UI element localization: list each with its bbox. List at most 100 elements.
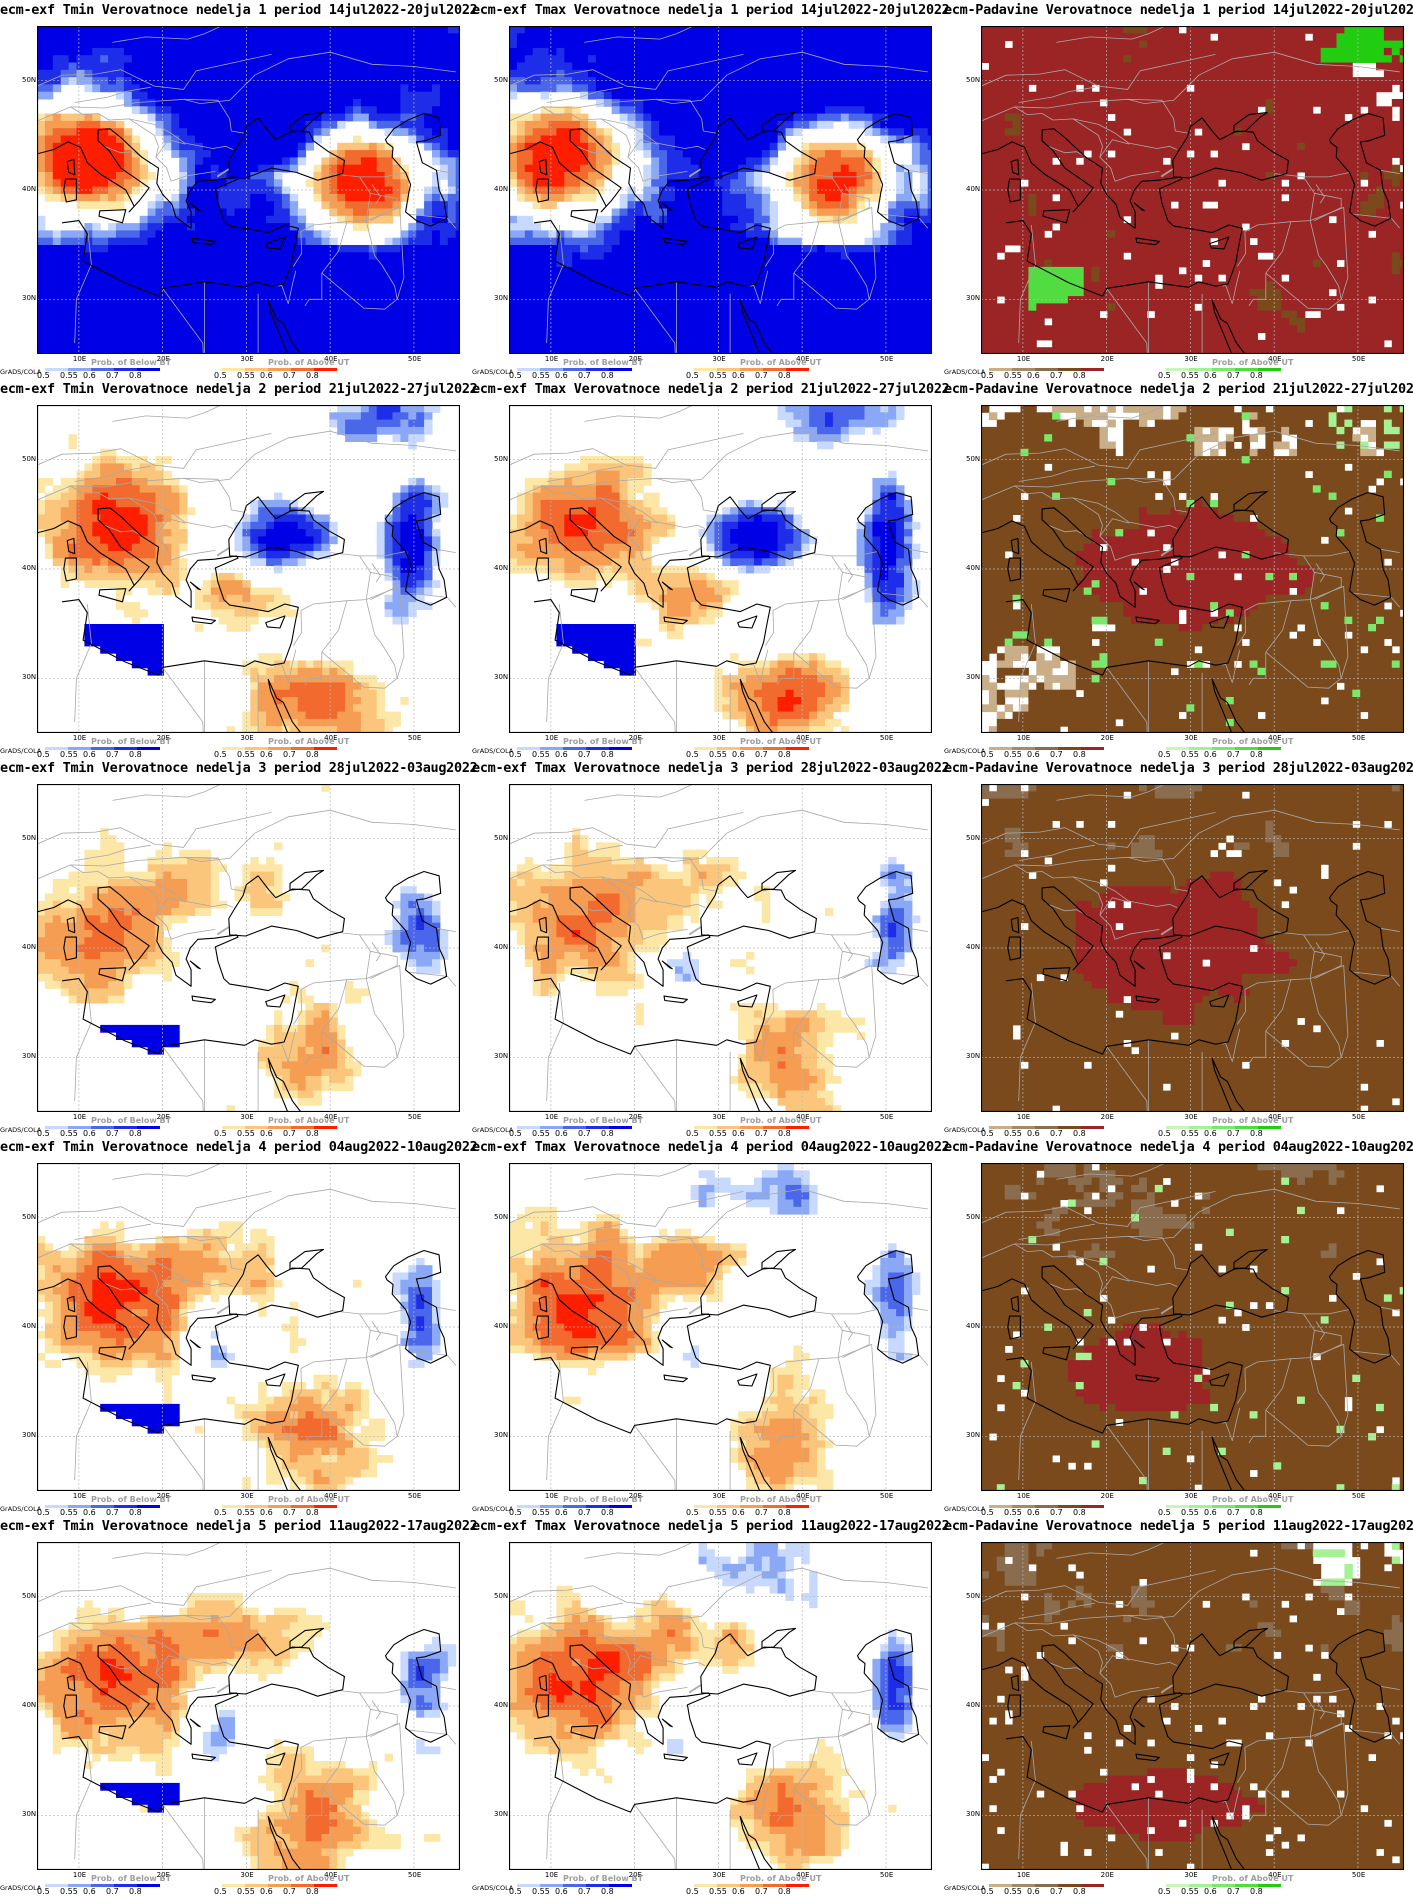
panel-title: ecm-exf Tmin Verovatnoce nedelja 5 perio…	[0, 1518, 470, 1534]
probability-map	[37, 1163, 460, 1491]
longitude-label: 50E	[1352, 1492, 1365, 1500]
probability-cells	[981, 784, 1404, 1112]
colorbar-title: Prob. of Above UT	[740, 1874, 821, 1883]
colorbar-title: Prob. of Above UT	[740, 358, 821, 367]
latitude-label: 50N	[22, 1592, 36, 1600]
forecast-panel-precip-week-2: ecm-Padavine Verovatnoce nedelja 2 perio…	[944, 379, 1413, 758]
panel-title: ecm-exf Tmin Verovatnoce nedelja 4 perio…	[0, 1139, 470, 1155]
forecast-panel-precip-week-1: ecm-Padavine Verovatnoce nedelja 1 perio…	[944, 0, 1413, 379]
longitude-label: 50E	[880, 1871, 893, 1879]
grads-credit: GrADS/COLA	[0, 747, 41, 755]
latitude-label: 50N	[494, 1213, 508, 1221]
probability-map	[981, 26, 1404, 354]
probability-cells	[509, 828, 920, 1112]
forecast-panel-precip-week-4: ecm-Padavine Verovatnoce nedelja 4 perio…	[944, 1137, 1413, 1516]
probability-map	[981, 405, 1404, 733]
latitude-label: 30N	[966, 1052, 980, 1060]
forecast-panel-tmax-week-1: ecm-exf Tmax Verovatnoce nedelja 1 perio…	[472, 0, 942, 379]
probability-map	[981, 784, 1404, 1112]
panel-title: ecm-Padavine Verovatnoce nedelja 2 perio…	[944, 381, 1413, 397]
colorbar-title: Prob. of Above UT	[268, 1874, 349, 1883]
longitude-label: 50E	[880, 734, 893, 742]
latitude-label: 40N	[494, 185, 508, 193]
latitude-label: 50N	[494, 76, 508, 84]
latitude-label: 30N	[22, 1810, 36, 1818]
grads-credit: GrADS/COLA	[944, 368, 985, 376]
forecast-panel-tmin-week-4: ecm-exf Tmin Verovatnoce nedelja 4 perio…	[0, 1137, 470, 1516]
probability-map	[37, 405, 460, 733]
colorbar-title: Prob. of Above UT	[1212, 1116, 1293, 1125]
latitude-label: 40N	[22, 564, 36, 572]
colorbar-title: Prob. of Below BT	[91, 1495, 171, 1504]
probability-cells	[981, 405, 1404, 733]
latitude-label: 30N	[966, 294, 980, 302]
latitude-label: 50N	[22, 455, 36, 463]
latitude-label: 30N	[494, 294, 508, 302]
longitude-label: 50E	[880, 1492, 893, 1500]
forecast-panel-tmin-week-3: ecm-exf Tmin Verovatnoce nedelja 3 perio…	[0, 758, 470, 1137]
longitude-label: 50E	[1352, 355, 1365, 363]
latitude-label: 40N	[966, 564, 980, 572]
probability-map	[509, 405, 932, 733]
colorbar-title: Prob. of Below BT	[563, 737, 643, 746]
probability-map	[509, 1163, 932, 1491]
probability-cells	[37, 1221, 440, 1491]
latitude-label: 30N	[966, 1810, 980, 1818]
latitude-label: 50N	[494, 1592, 508, 1600]
latitude-label: 40N	[966, 185, 980, 193]
latitude-label: 40N	[22, 1322, 36, 1330]
colorbar-title: Prob. of Above UT	[268, 737, 349, 746]
latitude-label: 30N	[22, 1052, 36, 1060]
latitude-label: 50N	[22, 834, 36, 842]
panel-title: ecm-exf Tmin Verovatnoce nedelja 3 perio…	[0, 760, 470, 776]
latitude-label: 40N	[494, 1322, 508, 1330]
latitude-label: 40N	[966, 1322, 980, 1330]
panel-title: ecm-Padavine Verovatnoce nedelja 3 perio…	[944, 760, 1413, 776]
grads-credit: GrADS/COLA	[944, 747, 985, 755]
colorbar-title: Prob. of Above UT	[1212, 1495, 1293, 1504]
latitude-label: 40N	[494, 564, 508, 572]
panel-title: ecm-exf Tmax Verovatnoce nedelja 3 perio…	[472, 760, 942, 776]
longitude-label: 50E	[880, 355, 893, 363]
longitude-label: 50E	[1352, 734, 1365, 742]
probability-map	[509, 784, 932, 1112]
latitude-label: 50N	[494, 834, 508, 842]
probability-map	[509, 1542, 932, 1870]
longitude-label: 50E	[1352, 1871, 1365, 1879]
panel-title: ecm-exf Tmax Verovatnoce nedelja 5 perio…	[472, 1518, 942, 1534]
panel-title: ecm-exf Tmax Verovatnoce nedelja 2 perio…	[472, 381, 942, 397]
grads-credit: GrADS/COLA	[472, 1126, 513, 1134]
panel-title: ecm-Padavine Verovatnoce nedelja 1 perio…	[944, 2, 1413, 18]
longitude-label: 50E	[408, 1871, 421, 1879]
forecast-panel-tmax-week-5: ecm-exf Tmax Verovatnoce nedelja 5 perio…	[472, 1516, 942, 1895]
forecast-panel-tmin-week-5: ecm-exf Tmin Verovatnoce nedelja 5 perio…	[0, 1516, 470, 1895]
grads-credit: GrADS/COLA	[0, 1126, 41, 1134]
latitude-label: 40N	[22, 185, 36, 193]
colorbar-title: Prob. of Below BT	[563, 358, 643, 367]
longitude-label: 50E	[408, 1113, 421, 1121]
latitude-label: 50N	[966, 1592, 980, 1600]
grads-credit: GrADS/COLA	[944, 1126, 985, 1134]
probability-cells	[981, 26, 1404, 354]
longitude-label: 50E	[408, 734, 421, 742]
colorbar-title: Prob. of Above UT	[740, 1495, 821, 1504]
forecast-panel-tmax-week-4: ecm-exf Tmax Verovatnoce nedelja 4 perio…	[472, 1137, 942, 1516]
forecast-panel-precip-week-5: ecm-Padavine Verovatnoce nedelja 5 perio…	[944, 1516, 1413, 1895]
colorbar-title: Prob. of Below BT	[91, 1116, 171, 1125]
forecast-panel-tmax-week-3: ecm-exf Tmax Verovatnoce nedelja 3 perio…	[472, 758, 942, 1137]
